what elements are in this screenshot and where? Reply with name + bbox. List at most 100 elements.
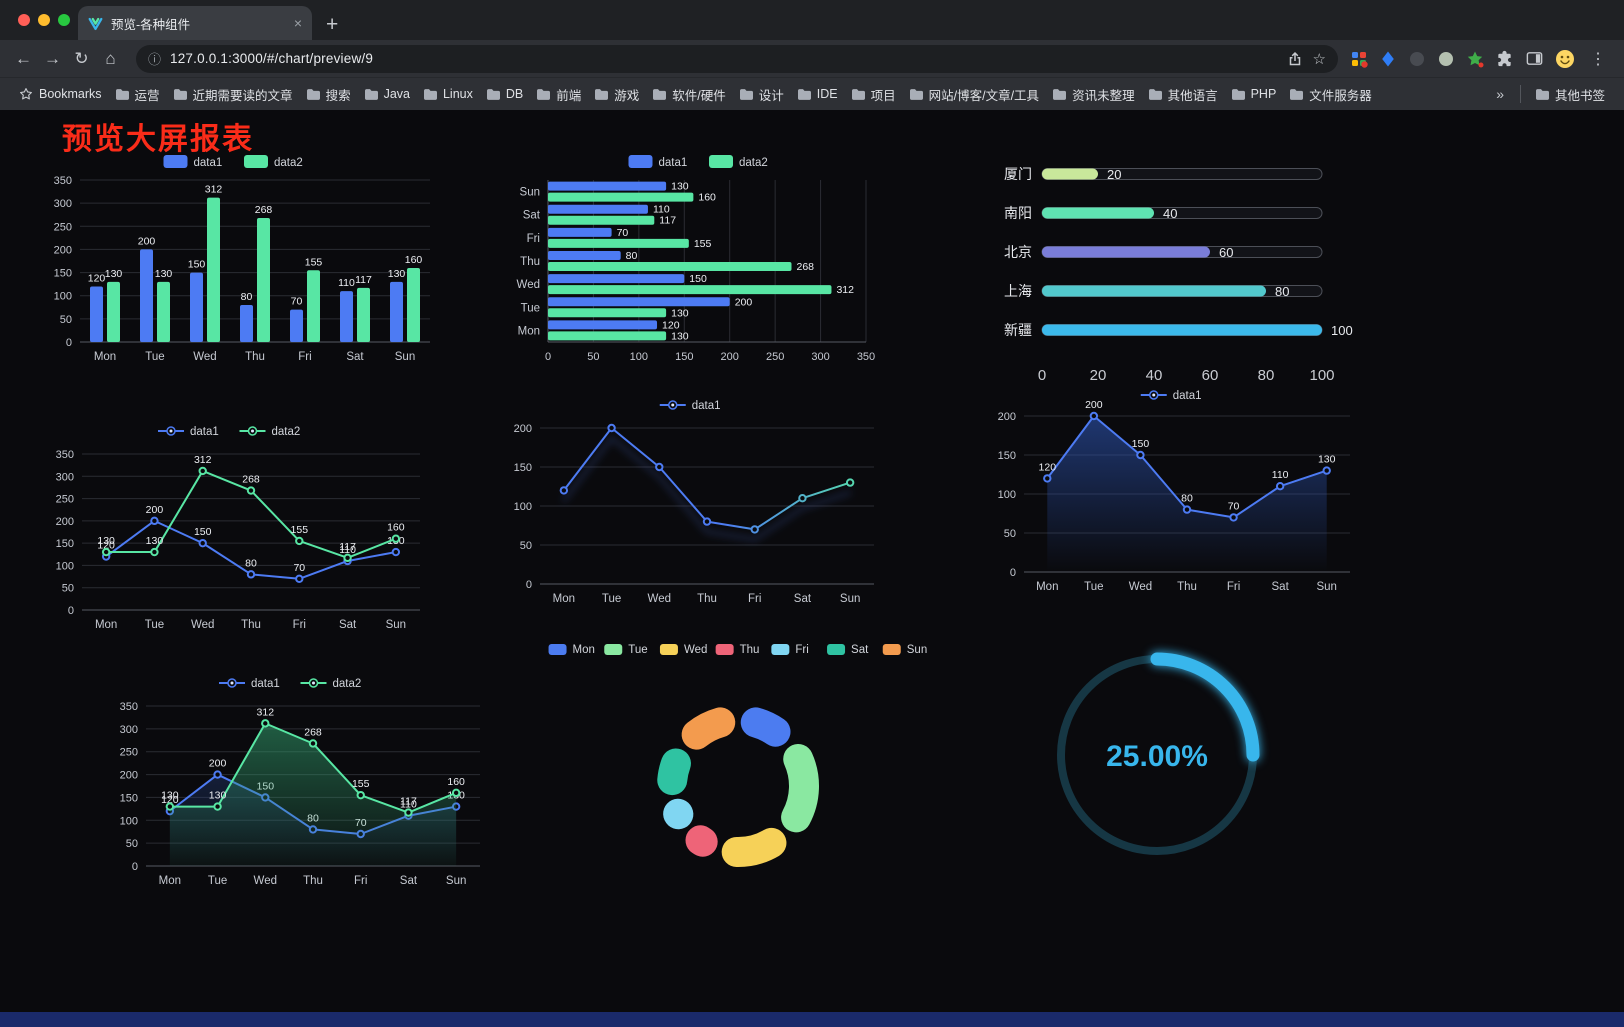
svg-text:70: 70 (617, 227, 629, 239)
donut-chart[interactable]: Mon Tue Wed Thu Fri Sat Sun (528, 636, 948, 890)
bookmark-folder[interactable]: PHP (1225, 82, 1284, 107)
window-minimize-button[interactable] (38, 14, 50, 26)
horizontal-bar-chart[interactable]: data1 data2 0 50 100 150 200 250 300 350 Mon Tue Wed… (500, 148, 902, 378)
svg-text:data1: data1 (194, 157, 223, 169)
svg-text:150: 150 (675, 351, 693, 363)
svg-text:150: 150 (689, 273, 707, 285)
svg-text:20: 20 (1107, 167, 1121, 182)
menu-icon[interactable]: ⋮ (1590, 50, 1606, 68)
svg-text:Tue: Tue (521, 302, 540, 314)
bookmark-folder[interactable]: 运营 (109, 82, 167, 107)
bookmark-folder[interactable]: 文件服务器 (1283, 82, 1379, 107)
bookmark-folder[interactable]: IDE (791, 82, 845, 107)
svg-text:0: 0 (545, 351, 551, 363)
svg-text:Mon: Mon (94, 351, 116, 363)
forward-icon[interactable]: → (44, 48, 61, 68)
svg-text:Fri: Fri (748, 593, 761, 605)
svg-text:160: 160 (698, 192, 716, 204)
svg-text:Sat: Sat (794, 593, 812, 605)
svg-text:50: 50 (1004, 528, 1016, 540)
svg-text:Sun: Sun (1316, 581, 1336, 593)
tab-close-icon[interactable]: × (293, 15, 302, 31)
svg-text:117: 117 (339, 541, 356, 553)
bookmark-folder[interactable]: 项目 (845, 82, 903, 107)
svg-text:130: 130 (209, 790, 227, 802)
share-icon[interactable] (1287, 51, 1303, 67)
window-close-button[interactable] (18, 14, 30, 26)
svg-text:250: 250 (56, 494, 74, 506)
extension-icon-star[interactable] (1466, 50, 1484, 68)
extension-icon-pale-circle[interactable] (1437, 50, 1455, 68)
svg-text:100: 100 (120, 815, 138, 827)
svg-text:Wed: Wed (684, 644, 707, 656)
svg-text:155: 155 (694, 238, 712, 250)
bookmark-star-icon[interactable]: ☆ (1312, 50, 1326, 68)
svg-text:250: 250 (120, 747, 138, 759)
bookmark-folder[interactable]: 设计 (733, 82, 791, 107)
gradient-line-chart[interactable]: data1 0 50 100 150 200 Mon Tue Wed Thu Fri Sat Sun (496, 392, 890, 624)
svg-text:130: 130 (155, 268, 173, 280)
svg-text:350: 350 (120, 701, 138, 713)
back-icon[interactable]: ← (15, 48, 32, 68)
svg-text:Fri: Fri (1227, 581, 1240, 593)
svg-text:200: 200 (1085, 399, 1103, 411)
svg-text:70: 70 (291, 296, 303, 308)
svg-text:Sat: Sat (851, 644, 869, 656)
folder-icon (653, 88, 667, 100)
bookmark-folder[interactable]: 前端 (530, 82, 588, 107)
svg-text:268: 268 (255, 204, 273, 216)
area-line-chart[interactable]: data1 0 50 100 150 200 Mon Tue Wed Thu Fri Sat Sun 12… (982, 382, 1366, 610)
svg-text:Wed: Wed (1129, 581, 1152, 593)
svg-text:data1: data1 (659, 157, 688, 169)
svg-text:Mon: Mon (553, 593, 575, 605)
bookmark-folder[interactable]: 网站/博客/文章/工具 (903, 82, 1046, 107)
url-text[interactable]: 127.0.0.1:3000/#/chart/preview/9 (170, 51, 374, 66)
folder-icon (851, 88, 865, 100)
multi-line-chart[interactable]: data1 data2 0 50 100 150 200 250 300 350 Mon Tue Wed… (30, 418, 434, 652)
svg-text:155: 155 (305, 256, 323, 268)
bookmark-folder[interactable]: 游戏 (588, 82, 646, 107)
area-multi-line-chart[interactable]: data1 data2 0 50 100 150 200 250 300 350 Mon Tue Wed… (92, 670, 494, 908)
grouped-bar-chart[interactable]: data1 data2 0 50 100 150 200 250 300 350 Mon Tue Wed… (30, 148, 442, 378)
bookmark-folder[interactable]: 其他语言 (1142, 82, 1225, 107)
svg-text:Fri: Fri (354, 875, 367, 887)
address-bar[interactable]: ⓘ 127.0.0.1:3000/#/chart/preview/9 ☆ (136, 44, 1338, 73)
reload-icon[interactable]: ↻ (74, 48, 89, 68)
svg-text:120: 120 (662, 319, 680, 331)
other-bookmarks-item[interactable]: 其他书签 (1529, 82, 1612, 107)
svg-text:Thu: Thu (303, 875, 323, 887)
bookmark-folder[interactable]: 搜索 (300, 82, 358, 107)
bookmark-folder[interactable]: Linux (417, 82, 480, 107)
bookmarks-bar: Bookmarks 运营 近期需要读的文章 搜索 Java Linux DB 前端 游戏 软件/… (0, 77, 1624, 110)
svg-text:117: 117 (659, 215, 676, 227)
extensions-puzzle-icon[interactable] (1495, 49, 1514, 68)
new-tab-button[interactable]: + (326, 13, 339, 36)
bookmark-folder[interactable]: DB (480, 82, 530, 107)
extension-icon-grid[interactable] (1350, 50, 1368, 68)
window-zoom-button[interactable] (58, 14, 70, 26)
extension-icon-dark-circle[interactable] (1408, 50, 1426, 68)
bookmark-folder[interactable]: Java (358, 82, 417, 107)
svg-text:200: 200 (209, 758, 227, 770)
svg-text:150: 150 (514, 462, 532, 474)
svg-text:Wed: Wed (517, 279, 540, 291)
extension-icon-drop[interactable] (1379, 50, 1397, 68)
browser-tab[interactable]: 预览-各种组件 × (78, 6, 312, 40)
svg-text:312: 312 (205, 184, 223, 196)
bookmarks-root-item[interactable]: Bookmarks (12, 84, 109, 104)
side-panel-icon[interactable] (1525, 49, 1544, 68)
bookmark-folder-label: 搜索 (325, 88, 351, 103)
svg-text:Sun: Sun (840, 593, 860, 605)
bookmarks-overflow-chevron[interactable]: » (1496, 86, 1504, 102)
svg-text:200: 200 (56, 516, 74, 528)
profile-avatar[interactable] (1555, 49, 1575, 69)
gauge-chart[interactable]: 25.00% (1038, 636, 1276, 874)
bookmark-folder[interactable]: 资讯未整理 (1046, 82, 1142, 107)
bookmark-folder[interactable]: 软件/硬件 (646, 82, 732, 107)
progress-bar-chart[interactable]: 厦门 20 南阳 40 北京 60 上海 80 新疆 100 0 20 40 60 80 100 (988, 152, 1366, 392)
bookmark-folder[interactable]: 近期需要读的文章 (167, 82, 300, 107)
home-icon[interactable]: ⌂ (105, 48, 116, 68)
folder-icon (364, 88, 378, 100)
site-info-icon[interactable]: ⓘ (148, 52, 162, 67)
svg-text:Sun: Sun (446, 875, 466, 887)
